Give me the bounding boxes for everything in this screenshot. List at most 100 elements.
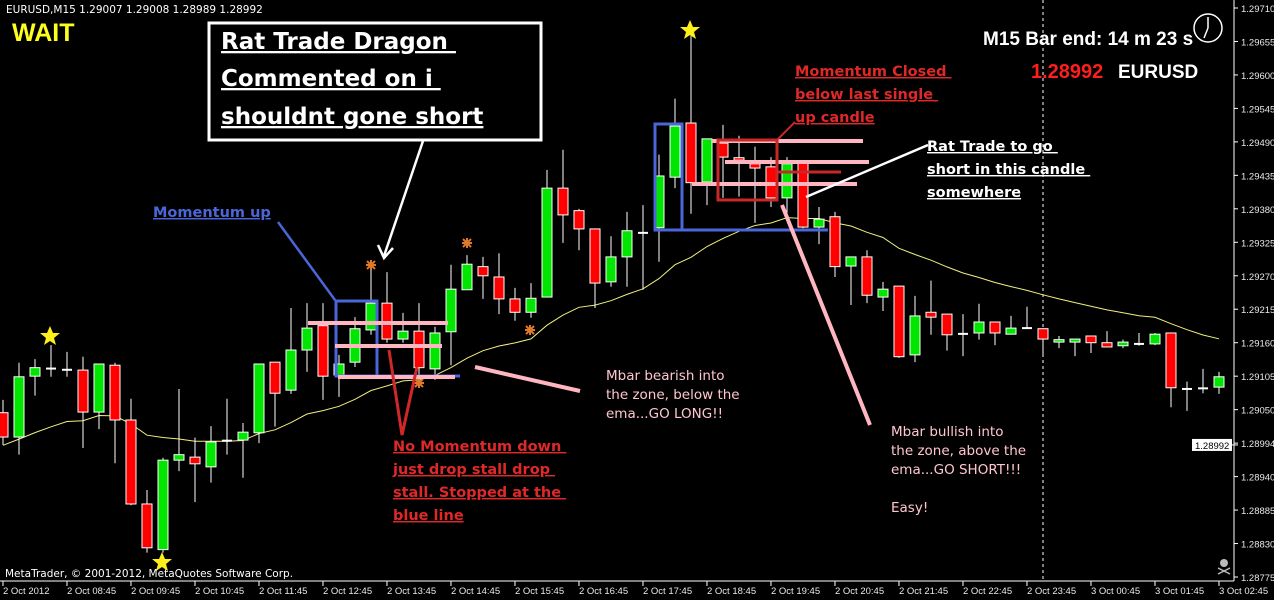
candle xyxy=(621,211,633,287)
clock-icon xyxy=(1193,13,1223,43)
candle-body xyxy=(1053,339,1065,343)
rat-trade-pointer xyxy=(805,143,929,199)
candle xyxy=(829,211,841,277)
candle xyxy=(638,205,648,290)
candle xyxy=(941,313,953,351)
candle-body xyxy=(413,330,425,369)
candle xyxy=(1213,371,1225,394)
star-icon xyxy=(152,552,172,571)
candle xyxy=(1182,381,1192,411)
ema-line-layer xyxy=(2,217,1220,446)
price-tick-label: 1.28994 xyxy=(1241,439,1274,450)
annotation-drawings xyxy=(276,121,929,436)
candle-body xyxy=(909,315,921,356)
white-arrow xyxy=(382,140,425,257)
red-pointer-lines xyxy=(387,349,419,436)
candle xyxy=(973,303,985,340)
candle-body xyxy=(829,216,841,268)
candle xyxy=(461,255,473,291)
asterisk-icon xyxy=(525,325,535,335)
candle-body xyxy=(621,230,633,258)
candle xyxy=(173,388,185,472)
candle-body xyxy=(141,503,153,549)
candle xyxy=(93,363,105,430)
candle xyxy=(1037,328,1049,357)
candle-body xyxy=(1005,327,1017,335)
candle-body xyxy=(0,412,9,438)
no-momentum-note: No Momentum down just drop stall drop st… xyxy=(392,439,566,524)
candle xyxy=(909,295,921,363)
symbol-ohlc-line: EURUSD,M15 1.29007 1.29008 1.28989 1.289… xyxy=(6,4,263,16)
time-tick-label: 3 Oct 00:45 xyxy=(1091,586,1140,597)
bearish-note: Mbar bearish into the zone, below the em… xyxy=(606,368,744,422)
candle-body xyxy=(1213,376,1225,388)
candle xyxy=(493,253,505,315)
momentum-closed-box[interactable] xyxy=(716,138,779,202)
candle xyxy=(29,359,41,396)
signal-text: WAIT xyxy=(12,19,75,47)
candle-body xyxy=(573,210,585,230)
candle-body xyxy=(701,138,713,183)
candle xyxy=(1117,339,1129,349)
candle-body xyxy=(685,122,697,184)
candle xyxy=(141,489,153,553)
price-tick-label: 1.29710 xyxy=(1241,4,1274,15)
candle xyxy=(813,206,825,245)
candle-body xyxy=(749,163,761,169)
candle xyxy=(13,362,25,455)
time-tick-label: 2 Oct 14:45 xyxy=(451,586,500,597)
candle-body xyxy=(157,459,169,551)
ema-line xyxy=(2,217,1220,446)
rat-trade-short-note: Rat Trade to go short in this candle som… xyxy=(927,139,1090,201)
bullish-note: Mbar bullish into the zone, above the em… xyxy=(891,424,1030,516)
candle xyxy=(541,169,553,298)
candle-body xyxy=(13,376,25,438)
copyright-text: MetaTrader, © 2001-2012, MetaQuotes Soft… xyxy=(5,568,293,580)
arrow-head-icon xyxy=(376,244,394,261)
candle-body xyxy=(77,369,89,413)
candle xyxy=(62,351,72,377)
candle-body xyxy=(461,263,473,291)
price-tick-label: 1.29105 xyxy=(1241,372,1274,383)
candle-body xyxy=(1149,333,1161,345)
candle-body xyxy=(733,157,745,161)
candle xyxy=(301,303,313,372)
candle xyxy=(46,345,56,377)
zone-box-blue-2[interactable] xyxy=(653,122,684,232)
candle-body xyxy=(813,218,825,228)
candle-body xyxy=(605,256,617,283)
candle-body xyxy=(941,313,953,336)
candle-body xyxy=(445,288,457,333)
candle xyxy=(557,149,569,243)
candle xyxy=(861,250,873,304)
candle xyxy=(0,399,9,445)
time-tick-label: 2 Oct 09:45 xyxy=(131,586,180,597)
candle xyxy=(205,426,217,483)
candle-body xyxy=(861,256,873,296)
price-tick-label: 1.29545 xyxy=(1241,104,1274,115)
candle xyxy=(109,362,121,464)
candle xyxy=(1198,368,1208,394)
time-tick-label: 2 Oct 17:45 xyxy=(643,586,692,597)
price-axis[interactable]: 1.29710 1.29655 1.29600 1.29545 1.29490 1.294… xyxy=(1192,4,1274,584)
symbol-display: EURUSD xyxy=(1118,62,1198,83)
price-tick-label: 1.29215 xyxy=(1241,305,1274,316)
current-price-display: 1.28992 xyxy=(1031,61,1103,83)
candle xyxy=(685,29,697,214)
candle xyxy=(509,287,521,321)
bar-timer: M15 Bar end: 14 m 23 s xyxy=(983,29,1193,50)
candle-body xyxy=(477,266,489,277)
current-price-label: 1.28992 xyxy=(1195,441,1229,452)
candle xyxy=(1005,315,1017,335)
candle-body xyxy=(541,187,553,298)
candle-body xyxy=(1037,328,1049,340)
candle-body xyxy=(1117,341,1129,347)
candle-body xyxy=(925,311,937,318)
candle xyxy=(925,280,937,335)
candle xyxy=(317,303,329,400)
candle xyxy=(1165,332,1177,408)
time-tick-label: 2 Oct 10:45 xyxy=(195,586,244,597)
time-axis[interactable]: 2 Oct 2012 2 Oct 08:45 2 Oct 09:45 2 Oct 10… xyxy=(2,581,1268,597)
